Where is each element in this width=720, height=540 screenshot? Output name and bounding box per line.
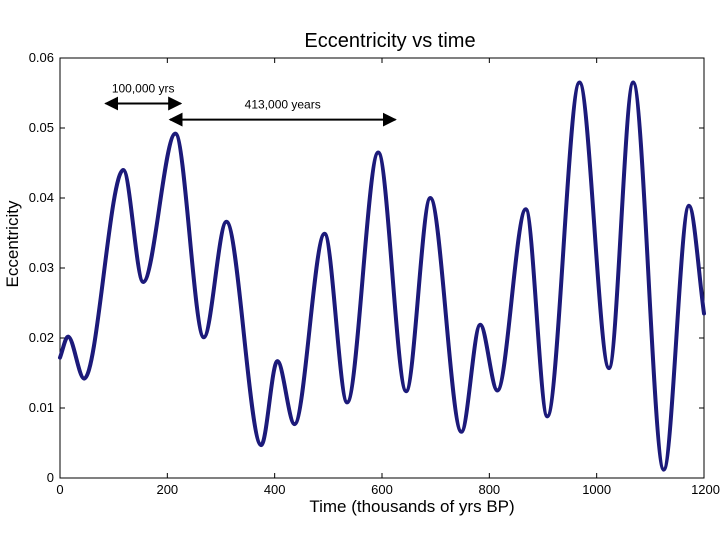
- x-tick-label: 400: [264, 482, 286, 497]
- annotation-label: 413,000 years: [245, 98, 321, 112]
- x-tick-label: 0: [56, 482, 63, 497]
- y-tick-label: 0.02: [29, 330, 54, 345]
- x-tick-label: 1200: [691, 482, 720, 497]
- y-tick-label: 0: [47, 470, 54, 485]
- axis-ticks: 0 200 400 600 800 1000 1200 0 0.01 0.02 0.03 0.04 0.…: [29, 50, 720, 497]
- y-tick-label: 0.05: [29, 120, 54, 135]
- y-tick-label: 0.04: [29, 190, 54, 205]
- x-tick-label: 200: [156, 482, 178, 497]
- annotation-label: 100,000 yrs: [112, 82, 175, 96]
- x-tick-label: 800: [478, 482, 500, 497]
- chart-title: Eccentricity vs time: [304, 30, 475, 52]
- series-line-eccentricity: [58, 80, 706, 472]
- y-tick-label: 0.01: [29, 400, 54, 415]
- y-tick-label: 0.03: [29, 260, 54, 275]
- x-tick-label: 600: [371, 482, 393, 497]
- plot-area: [59, 57, 705, 479]
- y-tick-label: 0.06: [29, 50, 54, 65]
- series-lines: [58, 80, 706, 472]
- x-tick-label: 1000: [582, 482, 611, 497]
- annotations: 100,000 yrs 413,000 years: [104, 82, 397, 127]
- y-axis-title: Eccentricity: [3, 200, 22, 287]
- x-axis-title: Time (thousands of yrs BP): [309, 497, 514, 516]
